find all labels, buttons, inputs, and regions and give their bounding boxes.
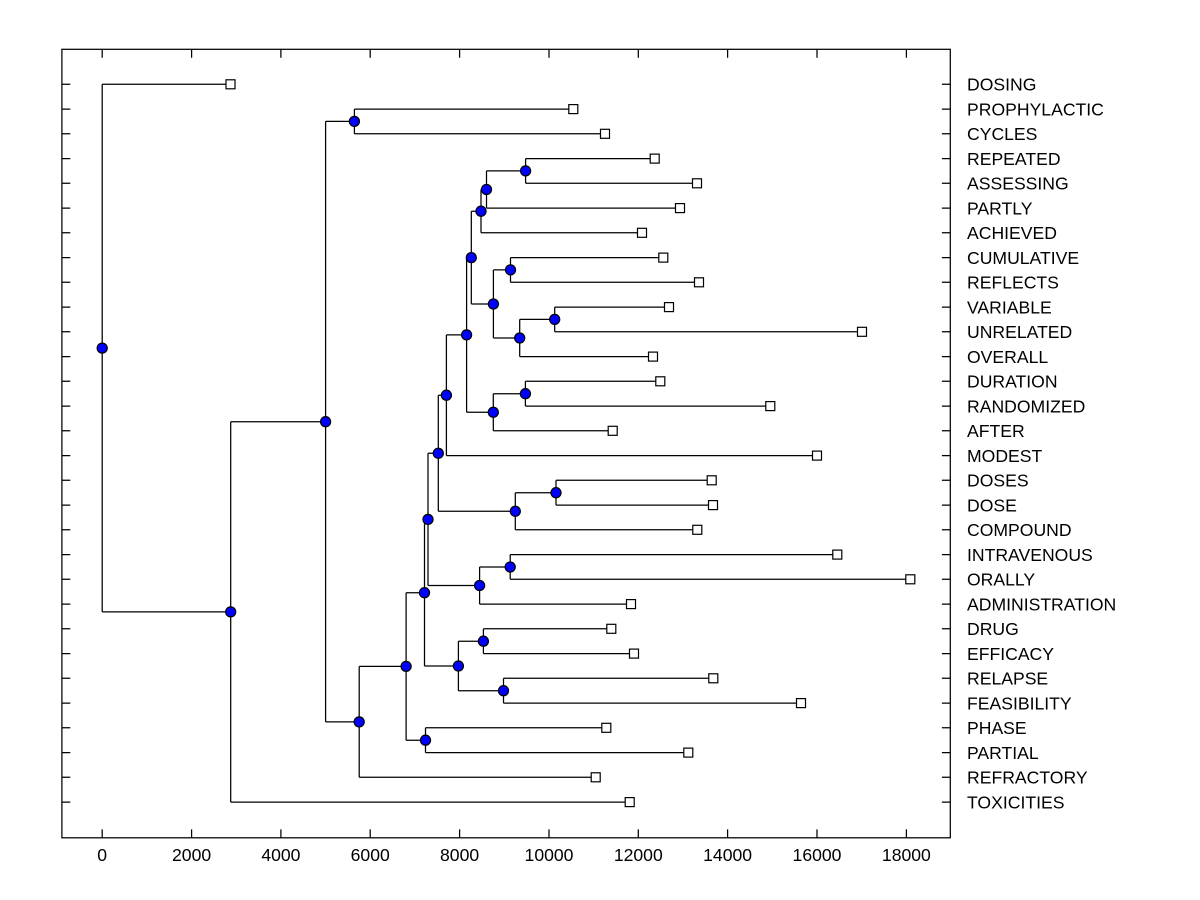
svg-text:DOSE: DOSE — [967, 496, 1017, 516]
svg-text:8000: 8000 — [440, 845, 479, 865]
svg-text:FEASIBILITY: FEASIBILITY — [967, 694, 1072, 714]
svg-text:RELAPSE: RELAPSE — [967, 669, 1048, 689]
svg-text:14000: 14000 — [703, 845, 752, 865]
svg-text:18000: 18000 — [882, 845, 931, 865]
svg-text:DOSING: DOSING — [967, 75, 1036, 95]
svg-text:6000: 6000 — [351, 845, 390, 865]
svg-text:EFFICACY: EFFICACY — [967, 644, 1054, 664]
svg-text:COMPOUND: COMPOUND — [967, 520, 1072, 540]
svg-text:REFLECTS: REFLECTS — [967, 273, 1059, 293]
svg-text:CYCLES: CYCLES — [967, 124, 1037, 144]
svg-text:INTRAVENOUS: INTRAVENOUS — [967, 545, 1093, 565]
svg-text:16000: 16000 — [793, 845, 842, 865]
svg-text:PARTLY: PARTLY — [967, 199, 1033, 219]
svg-text:ADMINISTRATION: ADMINISTRATION — [967, 595, 1116, 615]
svg-text:REPEATED: REPEATED — [967, 149, 1061, 169]
svg-text:4000: 4000 — [261, 845, 300, 865]
svg-text:PHASE: PHASE — [967, 718, 1027, 738]
svg-text:DOSES: DOSES — [967, 471, 1029, 491]
svg-text:ASSESSING: ASSESSING — [967, 174, 1069, 194]
svg-text:MODEST: MODEST — [967, 446, 1043, 466]
svg-text:DURATION: DURATION — [967, 372, 1058, 392]
svg-text:RANDOMIZED: RANDOMIZED — [967, 397, 1085, 417]
svg-text:AFTER: AFTER — [967, 421, 1025, 441]
svg-text:ORALLY: ORALLY — [967, 570, 1035, 590]
svg-text:PROPHYLACTIC: PROPHYLACTIC — [967, 100, 1104, 120]
svg-text:REFRACTORY: REFRACTORY — [967, 768, 1088, 788]
svg-text:10000: 10000 — [525, 845, 574, 865]
svg-text:TOXICITIES: TOXICITIES — [967, 793, 1064, 813]
svg-text:CUMULATIVE: CUMULATIVE — [967, 248, 1079, 268]
svg-text:UNRELATED: UNRELATED — [967, 322, 1072, 342]
svg-text:DRUG: DRUG — [967, 619, 1019, 639]
svg-text:ACHIEVED: ACHIEVED — [967, 223, 1057, 243]
svg-text:OVERALL: OVERALL — [967, 347, 1048, 367]
svg-text:0: 0 — [97, 845, 107, 865]
svg-text:12000: 12000 — [614, 845, 663, 865]
svg-text:PARTIAL: PARTIAL — [967, 743, 1039, 763]
svg-text:2000: 2000 — [172, 845, 211, 865]
svg-text:VARIABLE: VARIABLE — [967, 298, 1052, 318]
